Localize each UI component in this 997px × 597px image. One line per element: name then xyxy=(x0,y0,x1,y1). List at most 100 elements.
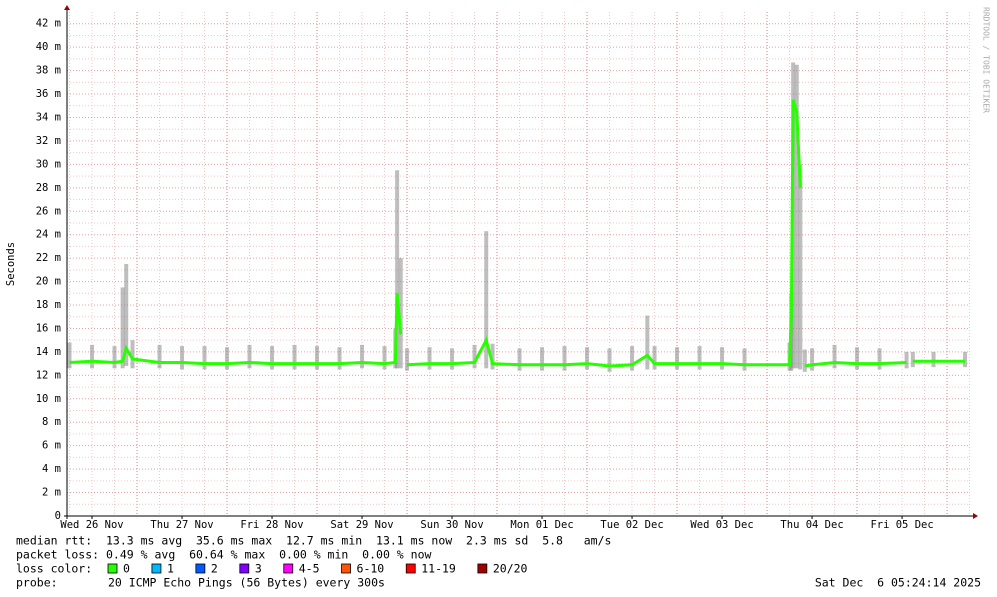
smoke xyxy=(270,346,275,370)
smoke xyxy=(645,315,650,370)
y-tick-label: 12 m xyxy=(36,369,61,381)
smoke xyxy=(910,351,915,368)
smoke xyxy=(720,347,725,370)
y-tick-label: 4 m xyxy=(42,463,61,475)
smoke xyxy=(337,347,342,370)
smoke xyxy=(798,164,803,370)
y-tick-label: 26 m xyxy=(36,205,61,217)
loss-swatch xyxy=(341,563,351,574)
loss-swatch xyxy=(283,563,294,574)
x-axis-arrow xyxy=(973,513,978,519)
smoke xyxy=(112,346,117,369)
y-tick-label: 40 m xyxy=(36,41,61,53)
y-tick-label: 16 m xyxy=(36,322,61,334)
smoke xyxy=(607,348,612,372)
smoke xyxy=(67,342,72,369)
smoke xyxy=(540,347,545,371)
x-tick-label: Wed 03 Dec xyxy=(690,519,753,531)
y-tick-label: 6 m xyxy=(42,440,61,452)
x-tick-label: Sat 29 Nov xyxy=(330,519,393,531)
median-line xyxy=(804,360,907,368)
y-tick-label: 36 m xyxy=(36,88,61,100)
y-tick-label: 32 m xyxy=(36,135,61,147)
smoke xyxy=(877,348,882,370)
median-line xyxy=(406,99,802,368)
x-tick-label: Tue 02 Dec xyxy=(600,519,663,531)
smoke xyxy=(90,344,95,369)
y-tick-label: 10 m xyxy=(36,393,61,405)
smoke xyxy=(630,346,635,371)
smoke xyxy=(382,346,387,370)
loss-entry: 20/20 xyxy=(493,562,528,576)
loss-swatch xyxy=(195,563,206,574)
smoke xyxy=(697,346,702,370)
loss-swatch xyxy=(405,563,416,574)
smoke xyxy=(157,344,162,369)
x-tick-label: Fri 28 Nov xyxy=(240,519,303,531)
y-tick-label: 8 m xyxy=(42,416,61,428)
probe-label: probe: xyxy=(16,576,58,590)
x-tick-label: Wed 26 Nov xyxy=(60,519,123,531)
y-tick-label: 2 m xyxy=(42,487,61,499)
smoke xyxy=(225,347,230,370)
smoke xyxy=(180,346,185,370)
x-tick-label: Thu 04 Dec xyxy=(780,519,843,531)
y-tick-label: 14 m xyxy=(36,346,61,358)
x-tick-label: Mon 01 Dec xyxy=(510,519,573,531)
loss-swatch xyxy=(477,563,488,574)
smoke xyxy=(490,343,495,370)
loss-entry: 4-5 xyxy=(299,562,320,576)
smoke xyxy=(802,349,807,372)
smoke xyxy=(398,258,403,369)
loss-entry: 2 xyxy=(211,562,218,576)
smoke xyxy=(794,64,799,369)
timestamp: Sat Dec 6 05:24:14 2025 xyxy=(815,576,981,590)
smoke xyxy=(120,287,125,369)
loss-entry: 11-19 xyxy=(421,562,456,576)
x-tick-label: Thu 27 Nov xyxy=(150,519,213,531)
y-tick-label: 28 m xyxy=(36,182,61,194)
smoke xyxy=(450,348,455,370)
loss-label: loss color: xyxy=(16,562,92,576)
y-tick-label: 34 m xyxy=(36,111,61,123)
loss-entry: 1 xyxy=(167,562,174,576)
smoke xyxy=(675,347,680,370)
y-tick-label: 18 m xyxy=(36,299,61,311)
smoke xyxy=(130,340,135,369)
y-tick-label: 30 m xyxy=(36,158,61,170)
stats-line: packet loss: 0.49 % avg 60.64 % max 0.00… xyxy=(16,548,431,562)
loss-entry: 6-10 xyxy=(357,562,385,576)
smoke xyxy=(315,346,320,370)
y-axis-arrow xyxy=(64,5,70,10)
smoke xyxy=(652,346,657,370)
y-axis-label: Seconds xyxy=(5,242,17,286)
loss-entry: 0 xyxy=(123,562,130,576)
y-tick-label: 20 m xyxy=(36,276,61,288)
smoke xyxy=(405,348,410,371)
loss-entry: 3 xyxy=(255,562,262,576)
smoke xyxy=(472,344,477,369)
smoke xyxy=(742,348,747,371)
smoke xyxy=(124,264,129,366)
smoke xyxy=(562,346,567,371)
smoke xyxy=(484,231,489,369)
smoke xyxy=(832,344,837,369)
smoke xyxy=(395,170,400,369)
y-tick-label: 0 xyxy=(55,510,61,522)
loss-swatch xyxy=(239,563,250,574)
smoke xyxy=(931,351,936,368)
smoke xyxy=(427,347,432,370)
smoke xyxy=(247,344,252,369)
smoke xyxy=(202,346,207,370)
y-tick-label: 24 m xyxy=(36,229,61,241)
y-tick-label: 42 m xyxy=(36,18,61,30)
loss-swatch xyxy=(151,563,162,574)
loss-swatch xyxy=(107,563,118,574)
stats-line: median rtt: 13.3 ms avg 35.6 ms max 12.7… xyxy=(16,534,611,548)
median-line xyxy=(69,293,403,366)
smoke xyxy=(810,348,815,371)
smoke xyxy=(963,351,968,368)
probe-info: 20 ICMP Echo Pings (56 Bytes) every 300s xyxy=(108,576,385,590)
